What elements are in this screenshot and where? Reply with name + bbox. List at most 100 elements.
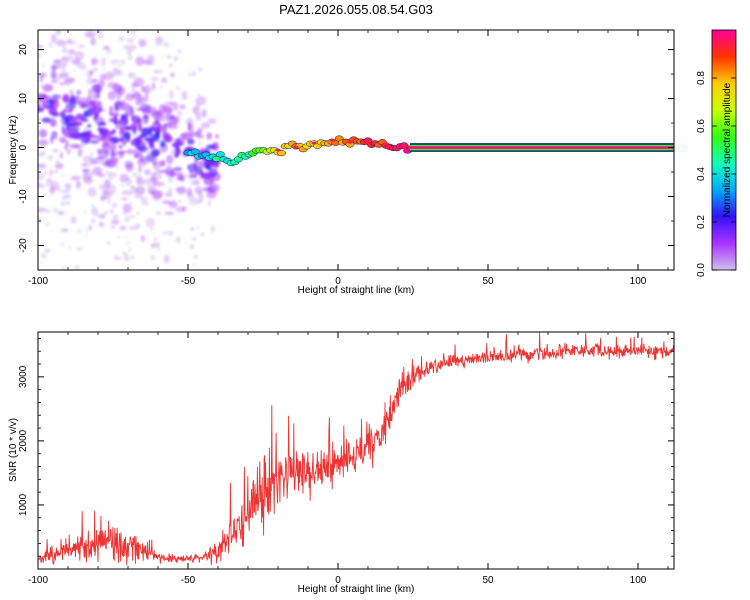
- noise-blob: [68, 97, 77, 104]
- x-tick-label: -50: [181, 575, 196, 586]
- noise-blob: [144, 177, 153, 186]
- speckle: [166, 54, 172, 60]
- noise-blob: [70, 175, 81, 181]
- speckle: [45, 101, 51, 107]
- noise-blob: [196, 133, 205, 140]
- speckle: [194, 187, 199, 193]
- speckle: [40, 92, 43, 95]
- speckle: [48, 195, 51, 198]
- speckle: [168, 177, 174, 183]
- noise-blob: [138, 164, 142, 173]
- spectrogram-blobs: [38, 0, 221, 270]
- speckle: [196, 226, 200, 230]
- speckle: [41, 151, 46, 156]
- speckle: [168, 230, 174, 236]
- snr-y-axis: 1000 2000 3000: [18, 338, 674, 557]
- speckle: [190, 179, 196, 186]
- speckle: [157, 37, 162, 42]
- speckle: [61, 266, 65, 270]
- speckle: [94, 100, 99, 106]
- speckle: [192, 236, 197, 242]
- noise-blob: [42, 84, 54, 92]
- speckle: [103, 191, 108, 196]
- speckle: [164, 142, 167, 145]
- noise-blob: [75, 113, 85, 121]
- noise-blob: [203, 159, 207, 166]
- speckle: [200, 111, 203, 114]
- speckle: [132, 132, 137, 137]
- noise-blob: [59, 82, 65, 86]
- speckle: [42, 64, 45, 68]
- noise-blob: [179, 104, 186, 110]
- noise-blob: [174, 187, 185, 192]
- speckle: [57, 210, 63, 216]
- speckle: [119, 134, 124, 138]
- noise-blob: [85, 170, 90, 174]
- spectrogram-x-label: Height of straight line (km): [298, 285, 415, 296]
- noise-blob: [121, 197, 128, 201]
- speckle: [109, 208, 114, 214]
- ridge-band-core: [410, 146, 674, 149]
- x-tick-label: 0: [335, 276, 341, 287]
- speckle: [130, 202, 133, 205]
- speckle: [175, 236, 181, 243]
- noise-blob: [87, 124, 91, 128]
- speckle: [136, 211, 140, 215]
- noise-blob: [38, 139, 49, 147]
- noise-blob: [135, 186, 146, 195]
- speckle: [128, 248, 132, 252]
- speckle: [189, 244, 195, 250]
- speckle: [160, 56, 163, 59]
- noise-blob: [80, 118, 88, 122]
- noise-blob: [105, 171, 117, 177]
- noise-blob: [126, 47, 132, 56]
- noise-blob: [206, 144, 216, 150]
- speckle: [113, 174, 117, 178]
- noise-blob: [110, 151, 119, 157]
- noise-blob: [89, 70, 94, 76]
- noise-blob: [160, 77, 168, 84]
- noise-blob: [187, 187, 193, 197]
- speckle: [118, 36, 125, 42]
- speckle: [153, 238, 158, 242]
- speckle: [199, 196, 204, 201]
- noise-blob: [52, 99, 60, 109]
- speckle: [110, 191, 114, 196]
- noise-blob: [77, 97, 88, 104]
- speckle: [101, 108, 107, 113]
- x-tick-label: 100: [630, 276, 647, 287]
- speckle: [45, 208, 51, 214]
- speckle: [151, 171, 158, 178]
- speckle: [124, 236, 128, 239]
- noise-blob: [61, 48, 69, 54]
- noise-blob: [114, 104, 119, 113]
- speckle: [80, 246, 83, 249]
- noise-blob: [41, 117, 53, 123]
- speckle: [108, 71, 113, 76]
- noise-blob: [159, 115, 166, 122]
- speckle: [65, 200, 71, 205]
- noise-blob: [54, 0, 58, 2]
- speckle: [43, 171, 48, 176]
- noise-blob: [119, 225, 127, 231]
- noise-blob: [87, 88, 93, 97]
- speckle: [165, 117, 170, 122]
- speckle: [47, 154, 53, 161]
- speckle: [97, 133, 103, 139]
- speckle: [197, 94, 200, 97]
- speckle: [154, 158, 159, 162]
- noise-blob: [69, 143, 80, 149]
- speckle: [140, 119, 145, 125]
- speckle: [70, 120, 73, 123]
- speckle: [150, 244, 155, 249]
- noise-blob: [138, 134, 145, 139]
- speckle: [45, 182, 50, 187]
- speckle: [92, 142, 95, 145]
- snr-panel: -100 -50 0 50 100 1000 2000 3000 Height of str…: [8, 331, 675, 595]
- noise-blob: [92, 66, 99, 72]
- noise-blob: [77, 147, 83, 157]
- speckle: [192, 263, 196, 266]
- noise-blob: [151, 190, 162, 201]
- speckle: [108, 175, 113, 180]
- speckle: [130, 255, 135, 260]
